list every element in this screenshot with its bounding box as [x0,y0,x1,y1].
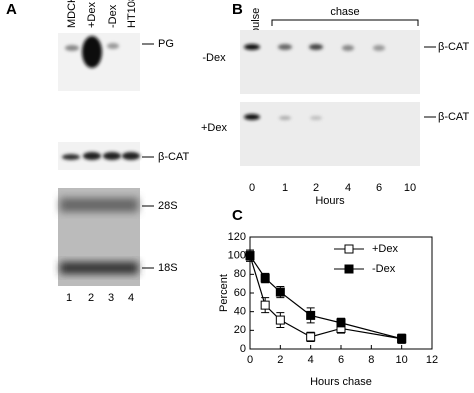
marker [275,287,285,297]
band-label: β-CAT [438,41,469,53]
legend-label: +Dex [372,243,398,255]
marker [336,318,346,328]
marker [260,300,270,310]
band-label: 28S [158,200,178,212]
column-label: MDCK [66,0,78,28]
lane-number: 3 [108,292,114,304]
chase-label: chase [330,6,359,18]
band [103,152,121,160]
band-label: 18S [158,262,178,274]
panel-label: A [6,1,17,18]
lane-label: 0 [249,182,255,194]
marker [245,251,255,261]
blot [240,102,420,166]
band [65,45,79,51]
band-label: PG [158,38,174,50]
y-tick-label: 40 [234,306,246,318]
band-label: β-CAT [158,151,189,163]
band [62,154,80,160]
x-tick-label: 2 [277,354,283,366]
x-tick-label: 0 [247,354,253,366]
band [310,116,322,120]
y-tick-label: 0 [240,343,246,355]
y-tick-label: 120 [228,231,246,243]
band [309,44,323,50]
bracket [271,19,419,26]
column-label: -Dex [107,4,119,28]
column-label: HT1080 [126,0,138,28]
y-tick-label: 80 [234,268,246,280]
lane-number: 2 [88,292,94,304]
x-axis-title: Hours chase [310,376,372,388]
marker [397,334,407,344]
lane-label: 2 [313,182,319,194]
marker [306,310,316,320]
band [278,44,292,50]
band [373,45,385,51]
y-tick-label: 20 [234,324,246,336]
lane-number: 4 [128,292,134,304]
lane-label: 4 [345,182,351,194]
lane-label: 6 [376,182,382,194]
legend-marker [344,264,354,274]
blot [240,30,420,94]
axis-label: Hours [315,195,345,207]
band [279,116,291,120]
lane-label: 10 [404,182,416,194]
band [122,152,140,160]
band [244,44,260,50]
y-tick-label: 100 [228,250,246,262]
legend-label: -Dex [372,263,396,275]
marker [260,273,270,283]
y-axis-title: Percent [218,274,230,312]
x-tick-label: 4 [308,354,314,366]
x-tick-label: 10 [396,354,408,366]
band [107,43,119,49]
band [82,36,102,68]
column-label: +Dex [86,2,98,28]
marker [275,315,285,325]
panel-label: B [232,1,243,18]
x-tick-label: 6 [338,354,344,366]
legend-marker [344,244,354,254]
row-label: +Dex [201,122,227,134]
pulse-label: pulse [250,8,262,34]
band [60,262,138,274]
marker [306,332,316,342]
band [60,198,138,212]
line-chart: 0 20 40 60 80 100 120 0 2 4 6 8 10 12 Hours chase Perce… [218,231,438,388]
series-line [249,255,402,340]
panel-label: C [232,207,243,224]
band-label: β-CAT [438,111,469,123]
band [83,152,101,160]
lane-number: 1 [66,292,72,304]
band [342,45,354,51]
lane-label: 1 [282,182,288,194]
y-tick-label: 60 [234,287,246,299]
band [244,114,260,120]
x-tick-label: 12 [426,354,438,366]
row-label: -Dex [202,52,226,64]
x-tick-label: 8 [368,354,374,366]
